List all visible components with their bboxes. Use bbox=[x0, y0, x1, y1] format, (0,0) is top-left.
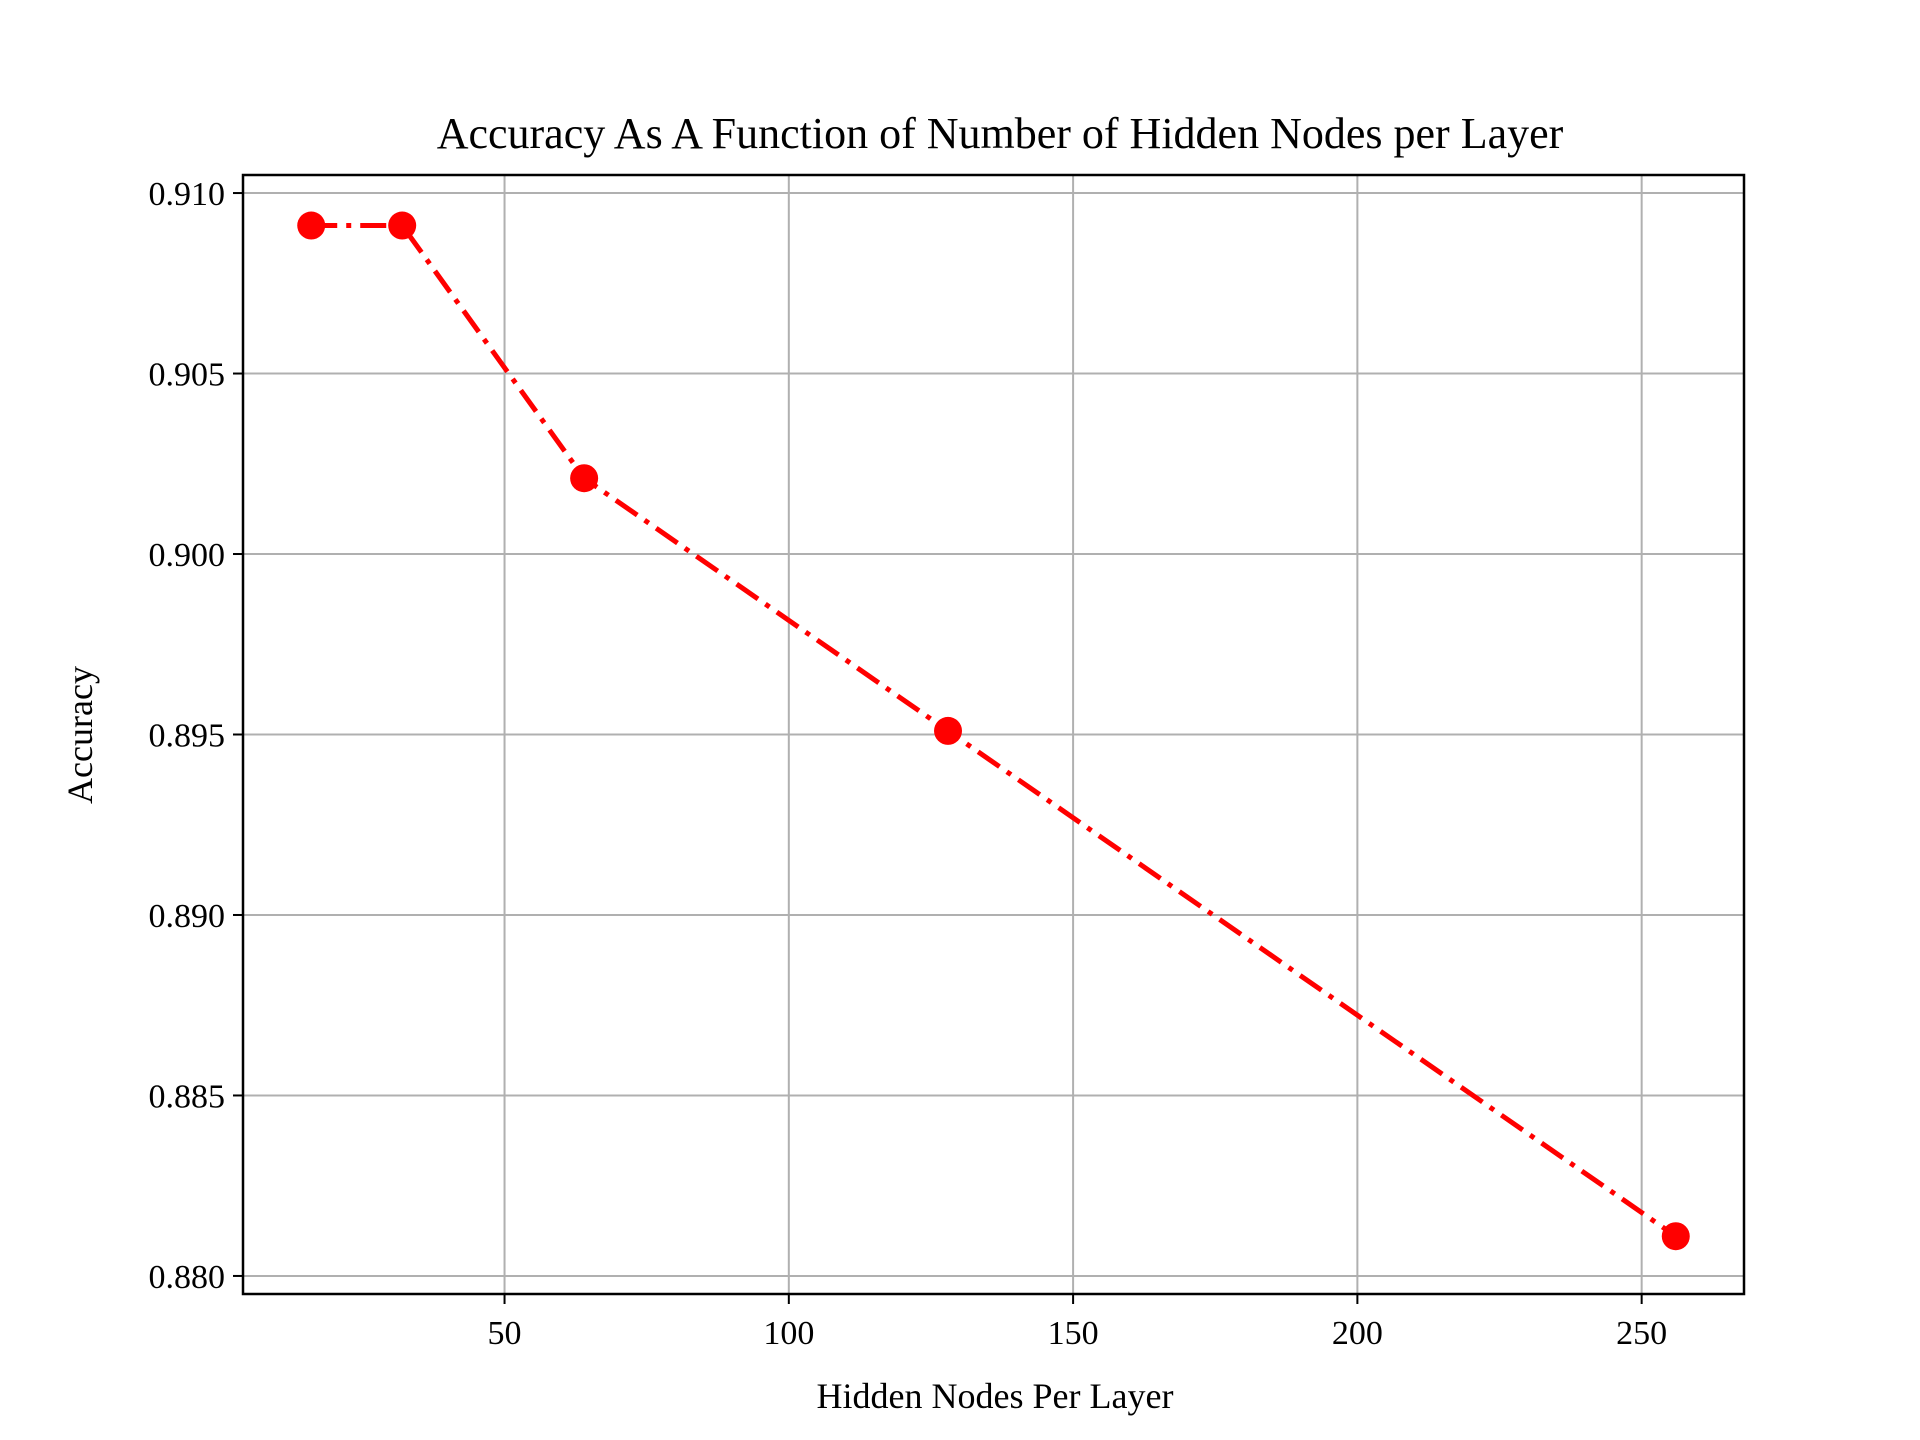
chart-title: Accuracy As A Function of Number of Hidd… bbox=[437, 109, 1564, 158]
plot-frame bbox=[241, 173, 1746, 1296]
x-tick-label: 100 bbox=[763, 1315, 814, 1352]
y-tick-label: 0.885 bbox=[149, 1078, 226, 1115]
x-tick-label: 150 bbox=[1048, 1315, 1099, 1352]
data-point bbox=[570, 464, 599, 493]
y-tick-label: 0.905 bbox=[149, 357, 226, 394]
data-point bbox=[388, 211, 417, 240]
x-axis-label: Hidden Nodes Per Layer bbox=[817, 1376, 1174, 1416]
x-tick-label: 50 bbox=[488, 1315, 522, 1352]
y-tick-label: 0.880 bbox=[149, 1259, 226, 1296]
y-tick-label: 0.900 bbox=[149, 537, 226, 574]
data-point bbox=[1661, 1222, 1690, 1251]
y-tick-label: 0.910 bbox=[149, 176, 226, 213]
data-point bbox=[934, 716, 963, 745]
y-tick-label: 0.895 bbox=[149, 718, 226, 755]
data-series bbox=[297, 211, 1690, 1251]
grid bbox=[243, 175, 1744, 1294]
axis-ticks: 50 100 150 200 250 0.880 0.885 0.890 0.895 0.900 0… bbox=[149, 176, 1668, 1352]
x-tick-label: 250 bbox=[1616, 1315, 1667, 1352]
data-point bbox=[297, 211, 326, 240]
x-tick-label: 200 bbox=[1332, 1315, 1383, 1352]
y-tick-label: 0.890 bbox=[149, 898, 226, 935]
y-axis-label: Accuracy bbox=[60, 666, 100, 804]
series-line bbox=[311, 223, 1678, 1239]
